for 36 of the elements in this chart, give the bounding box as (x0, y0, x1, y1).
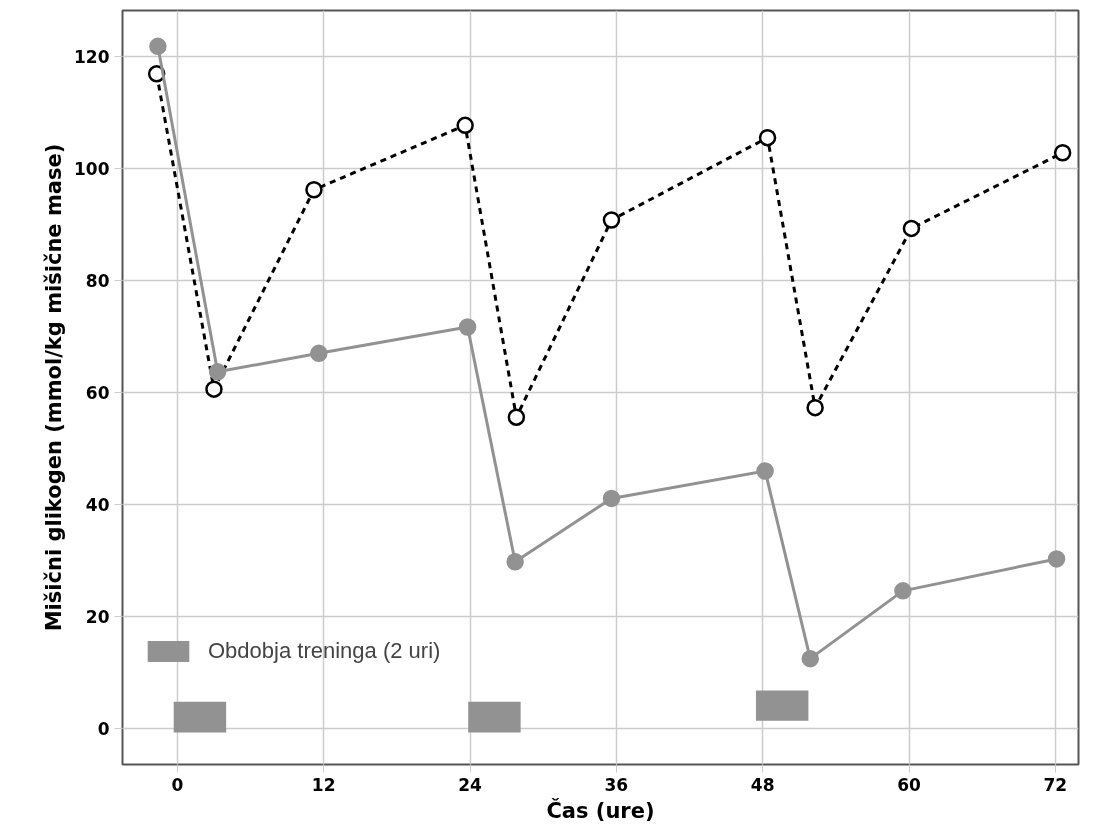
y-tick-label: 40 (85, 495, 110, 516)
x-tick-label: 36 (604, 774, 629, 795)
point (806, 398, 824, 417)
point (149, 37, 167, 56)
y-tick-label: 100 (74, 158, 110, 179)
x-axis-title: Čas (ure) (546, 797, 655, 823)
point (1053, 144, 1072, 162)
y-axis-title: Mišični glikogen (mmol/kg mišične mase) (42, 143, 67, 632)
x-tick-label: 48 (750, 774, 775, 795)
point (602, 489, 621, 508)
point (310, 344, 328, 363)
x-tick-label: 0 (171, 774, 184, 795)
point (758, 128, 777, 147)
point (507, 408, 526, 426)
point (801, 649, 819, 668)
point (208, 363, 227, 381)
y-tick-label: 20 (85, 607, 110, 628)
point (1047, 550, 1066, 568)
legend-label: Obdobja treninga (2 uri) (208, 638, 441, 664)
point (902, 219, 921, 238)
y-tick-label: 120 (74, 46, 110, 67)
point (506, 552, 524, 571)
y-tick-label: 0 (97, 719, 110, 740)
x-tick-label: 12 (311, 774, 336, 795)
point (456, 116, 474, 135)
point (602, 211, 621, 229)
point (458, 318, 477, 336)
x-tick-label: 24 (458, 774, 483, 795)
point (205, 380, 223, 398)
point (756, 462, 774, 480)
point (305, 181, 323, 199)
y-tick-label: 80 (85, 271, 110, 292)
x-tick-label: 72 (1043, 774, 1068, 795)
point (894, 582, 912, 600)
x-tick-label: 60 (897, 774, 922, 795)
y-tick-label: 60 (85, 383, 110, 404)
